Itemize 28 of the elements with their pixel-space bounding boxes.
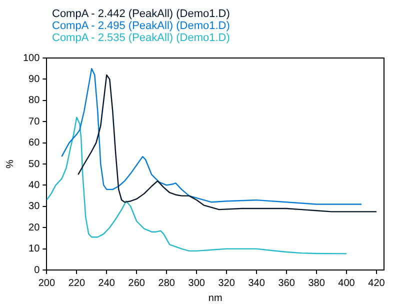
y-tick-label: 50: [28, 158, 40, 170]
y-tick-label: 10: [28, 244, 40, 255]
y-tick-label: 80: [28, 95, 40, 106]
x-tick-label: 380: [308, 278, 326, 289]
x-axis-title: nm: [208, 292, 222, 304]
x-tick-label: 400: [338, 278, 356, 289]
text: CompA - 2.442 (PeakAll) (Demo1.D): [52, 8, 230, 20]
y-tick-label: 100: [22, 52, 40, 64]
x-tick-label: 340: [248, 278, 266, 289]
x-tick-label: 260: [128, 278, 146, 289]
x-tick-label: 360: [278, 278, 296, 289]
x-tick-label: 200: [38, 278, 56, 289]
text: CompA - 2.535 (PeakAll) (Demo1.D): [52, 32, 230, 44]
y-tick-label: 30: [28, 201, 40, 212]
y-tick-label: 90: [28, 74, 40, 85]
y-tick-label: 20: [28, 222, 40, 234]
x-tick-label: 220: [68, 278, 86, 289]
x-tick-label: 280: [158, 278, 176, 289]
y-tick-label: 40: [28, 180, 40, 191]
y-tick-label: 0: [34, 264, 40, 276]
y-tick-label: 60: [28, 138, 40, 149]
x-tick-label: 420: [368, 278, 386, 289]
x-tick-label: 320: [218, 278, 236, 289]
x-tick-label: 300: [188, 278, 206, 289]
x-tick-label: 240: [98, 278, 116, 289]
y-tick-label: 70: [28, 116, 40, 128]
y-axis-title: %: [4, 159, 16, 168]
text: CompA - 2.495 (PeakAll) (Demo1.D): [52, 20, 230, 32]
